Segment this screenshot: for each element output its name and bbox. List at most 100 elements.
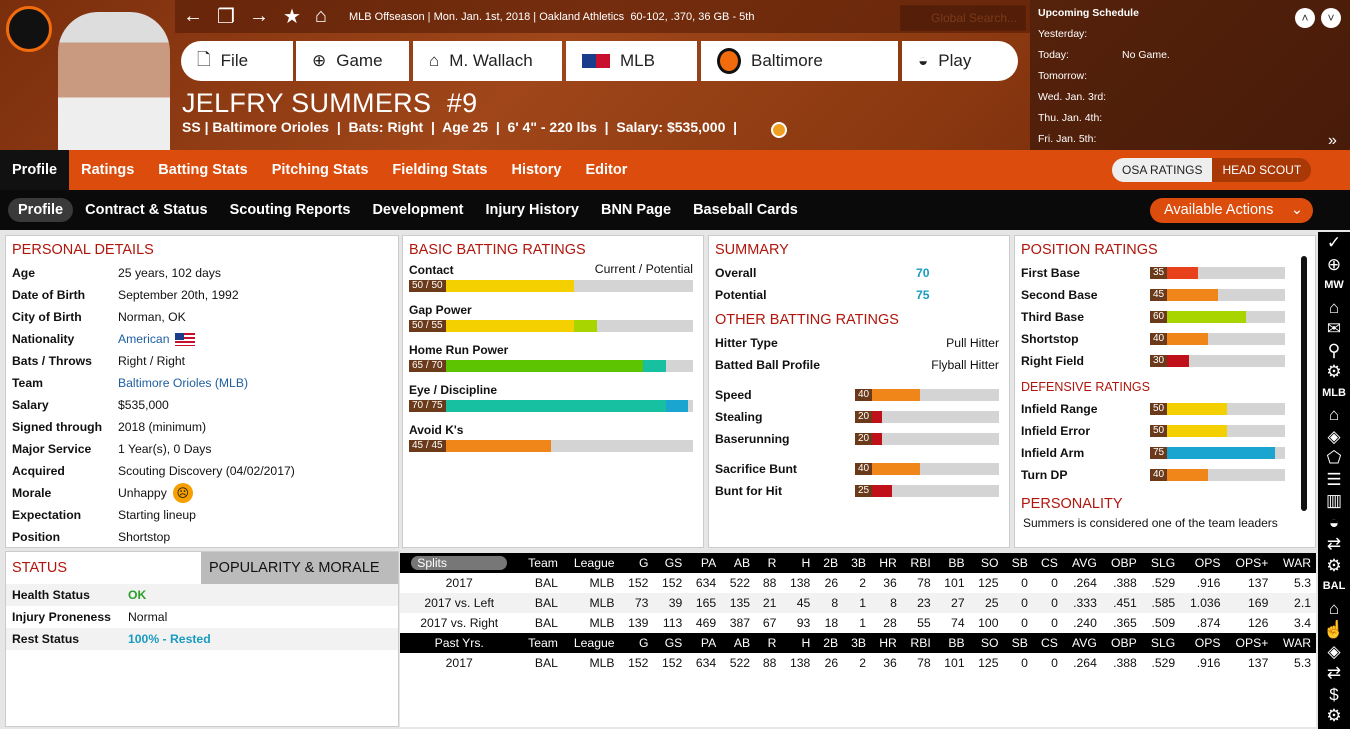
schedule-row: Wed. Jan. 3rd: xyxy=(1038,91,1107,103)
chart-icon[interactable]: ▥ xyxy=(1325,491,1343,510)
rating-row: Second Base 45 xyxy=(1015,284,1315,306)
splits-dropdown[interactable]: Splits xyxy=(400,553,519,573)
global-search-input[interactable]: Global Search... xyxy=(900,5,1026,31)
rating-bar: 50 xyxy=(1150,425,1285,437)
nav-file-button[interactable]: 🗋 File xyxy=(181,41,293,81)
tab-pitching-stats[interactable]: Pitching Stats xyxy=(271,162,369,178)
basic-batting-panel: BASIC BATTING RATINGS Current / Potentia… xyxy=(402,235,704,548)
schedule-row: Thu. Jan. 4th: xyxy=(1038,112,1103,124)
rating-bar: 50 / 50 xyxy=(409,280,693,292)
ratings-source-toggle: OSA RATINGS HEAD SCOUT xyxy=(1112,158,1312,182)
batting-rating-row: Eye / Discipline 70 / 75 xyxy=(403,380,703,420)
panel-title: POSITION RATINGS xyxy=(1021,242,1158,258)
tab-popularity-morale[interactable]: POPULARITY & MORALE xyxy=(201,552,398,584)
upcoming-schedule: Upcoming Schedule Yesterday: Today: No Gam… xyxy=(1030,0,1350,150)
gear-icon[interactable]: ⚙ xyxy=(1326,706,1342,725)
overall-value: 70 xyxy=(916,266,930,280)
expand-icon[interactable]: » xyxy=(1328,132,1337,149)
rating-bar: 35 xyxy=(1150,267,1285,279)
season: MLB Offseason xyxy=(348,10,425,23)
rating-row: Infield Range 50 xyxy=(1015,398,1315,420)
sidebar-section-label: MLB xyxy=(1322,386,1346,399)
rating-row: Infield Arm 75 xyxy=(1015,442,1315,464)
rating-row: Baserunning 20 xyxy=(709,428,1009,450)
panel-subtitle: OTHER BATTING RATINGS xyxy=(715,312,899,328)
scroll-down-button[interactable]: ˅ xyxy=(1321,8,1341,28)
subtab-baseball-cards[interactable]: Baseball Cards xyxy=(693,202,798,218)
schedule-row: Yesterday: xyxy=(1038,28,1088,40)
subtab-bnn-page[interactable]: BNN Page xyxy=(600,202,672,218)
tab-status[interactable]: STATUS xyxy=(12,560,68,576)
subtab-injury-history[interactable]: Injury History xyxy=(485,202,579,218)
subtab-profile[interactable]: Profile xyxy=(8,198,74,222)
house-icon[interactable]: ⌂ xyxy=(1328,405,1340,424)
status-row: Injury Proneness Normal xyxy=(6,606,398,628)
tab-ratings[interactable]: Ratings xyxy=(81,162,135,178)
tab-profile[interactable]: Profile xyxy=(0,150,70,190)
home-icon[interactable]: ⌂ xyxy=(314,5,327,27)
status-row: Rest Status 100% - Rested xyxy=(6,628,398,650)
mail-icon[interactable]: ✉ xyxy=(1326,319,1342,338)
diamond-icon[interactable]: ◈ xyxy=(1327,426,1341,446)
subtab-contract-status[interactable]: Contract & Status xyxy=(85,202,208,218)
copy-icon[interactable]: ❐ xyxy=(217,6,235,28)
nav-baltimore-button[interactable]: Baltimore xyxy=(701,41,898,81)
personal-details-panel: PERSONAL DETAILS Age 25 years, 102 days Da… xyxy=(5,235,399,548)
potential-label: Potential xyxy=(715,288,767,302)
rating-bar: 65 / 70 xyxy=(409,360,693,372)
gear-icon[interactable]: ⚙ xyxy=(1326,555,1342,575)
potential-value: 75 xyxy=(916,288,930,302)
nav-play-button[interactable]: ◒ Play xyxy=(902,41,1018,81)
hand-icon[interactable]: ☝ xyxy=(1323,620,1345,639)
stats-header-row: Past Yrs. Team League G GS PA AB R H 2B 3B HR RBI BB S… xyxy=(400,633,1316,653)
diamond-icon[interactable]: ◈ xyxy=(1327,641,1341,661)
detail-row: Age 25 years, 102 days xyxy=(12,266,221,280)
transfer-icon[interactable]: ⇄ xyxy=(1326,663,1342,682)
field-icon[interactable]: ⬠ xyxy=(1326,448,1342,467)
forward-icon[interactable]: → xyxy=(248,5,269,27)
schedule-title: Upcoming Schedule xyxy=(1038,7,1139,19)
available-actions-button[interactable]: Available Actions ⌄ xyxy=(1150,198,1313,223)
back-icon[interactable]: ← xyxy=(183,5,203,27)
scroll-up-button[interactable]: ˄ xyxy=(1295,8,1315,28)
tab-history[interactable]: History xyxy=(511,162,562,178)
baseball-icon[interactable]: ◒ xyxy=(1328,512,1340,532)
house-icon[interactable]: ⌂ xyxy=(1328,598,1340,618)
globe-icon[interactable]: ⊕ xyxy=(1326,254,1342,274)
batting-rating-row: Home Run Power 65 / 70 xyxy=(403,340,703,380)
subtab-development[interactable]: Development xyxy=(372,202,464,218)
hitter-type: Pull Hitter xyxy=(946,336,999,350)
subtab-scouting-reports[interactable]: Scouting Reports xyxy=(229,202,351,218)
list-icon[interactable]: ☰ xyxy=(1326,469,1342,489)
dollar-icon[interactable]: $ xyxy=(1329,684,1339,704)
house-icon: ⌂ xyxy=(429,51,440,70)
osa-ratings-button[interactable]: OSA RATINGS xyxy=(1112,158,1213,182)
detail-row: Date of Birth September 20th, 1992 xyxy=(12,288,239,302)
tab-editor[interactable]: Editor xyxy=(585,162,628,178)
rating-bar: 60 xyxy=(1150,311,1285,323)
check-icon[interactable]: ✓ xyxy=(1326,233,1342,252)
head-scout-button[interactable]: HEAD SCOUT xyxy=(1212,158,1312,182)
transfer-icon[interactable]: ⇄ xyxy=(1326,534,1342,553)
panel-title: SUMMARY xyxy=(715,242,789,258)
date: Mon. Jan. 1st, 2018 xyxy=(433,10,531,23)
house-icon[interactable]: ⌂ xyxy=(1328,297,1340,317)
detail-row: Signed through 2018 (minimum) xyxy=(12,420,207,434)
sub-tabs: Profile Contract & Status Scouting Reports… xyxy=(0,190,1350,230)
nav-manager-button[interactable]: ⌂ M. Wallach xyxy=(413,41,562,81)
scrollbar[interactable] xyxy=(1301,256,1307,511)
stats-row: 2017 vs. Right BAL MLB 139 113 469 387 67 93 18 1 2… xyxy=(420,616,1311,630)
orioles-logo-icon xyxy=(717,48,741,74)
gear-icon[interactable]: ⚙ xyxy=(1326,362,1342,381)
star-icon[interactable]: ★ xyxy=(282,6,301,28)
search-icon[interactable]: ⚲ xyxy=(1327,340,1341,360)
rating-row: First Base 35 xyxy=(1015,262,1315,284)
nav-mlb-button[interactable]: MLB xyxy=(566,41,697,81)
nav-game-button[interactable]: ⊕ Game xyxy=(296,41,409,81)
tab-batting-stats[interactable]: Batting Stats xyxy=(158,162,248,178)
team-logo[interactable] xyxy=(6,6,52,52)
rating-row: Bunt for Hit 25 xyxy=(709,480,1009,502)
detail-row: Acquired Scouting Discovery (04/02/2017) xyxy=(12,464,295,478)
tab-fielding-stats[interactable]: Fielding Stats xyxy=(392,162,488,178)
detail-row: Major Service 1 Year(s), 0 Days xyxy=(12,442,212,456)
